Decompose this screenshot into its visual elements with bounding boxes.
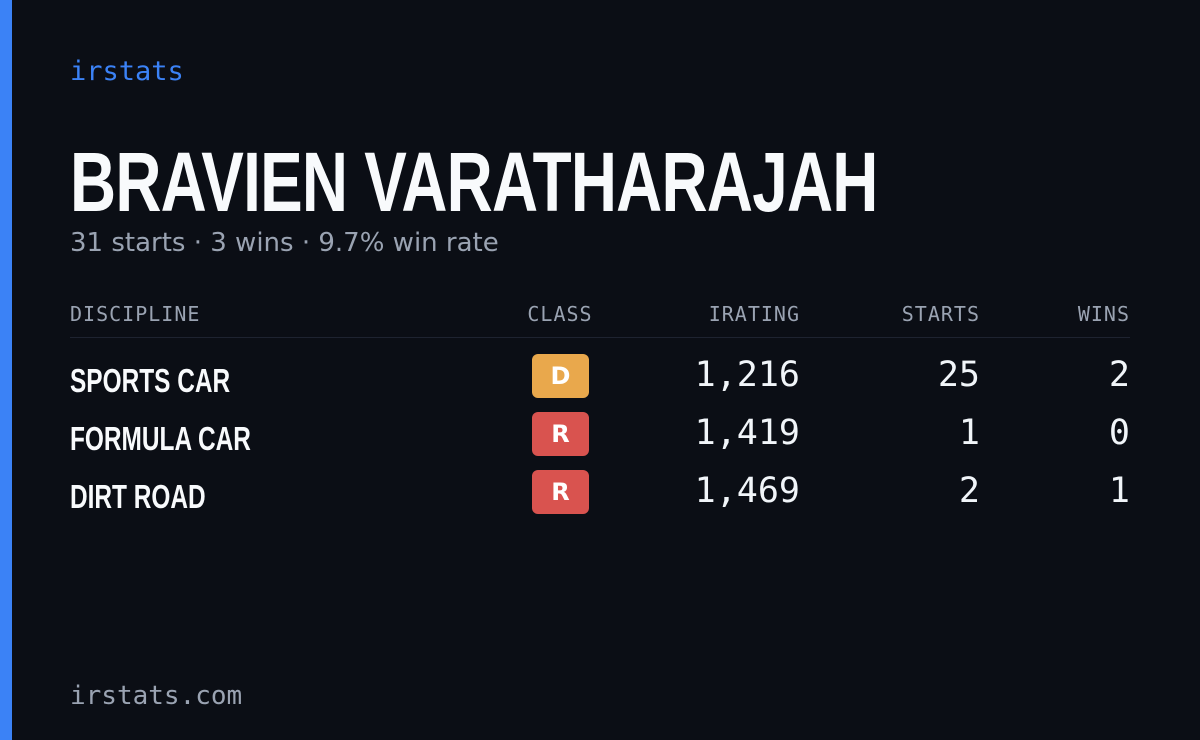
brand: irstats (70, 56, 184, 87)
column-header: DISCIPLINE (70, 302, 201, 326)
header-rule (70, 337, 1130, 338)
column-header: WINS (1077, 302, 1130, 326)
class-badge: R (532, 412, 589, 456)
starts-value: 25 (937, 355, 980, 395)
summary: 31 starts · 3 wins · 9.7% win rate (70, 228, 499, 258)
irating-value: 1,419 (694, 413, 800, 453)
wins-value: 0 (1108, 413, 1130, 453)
driver-name: BRAVIEN VARATHARAJAH (70, 135, 878, 229)
wins-value: 1 (1108, 471, 1130, 511)
column-header: IRATING (708, 302, 800, 326)
accent-bar (0, 0, 12, 740)
class-badge: D (532, 354, 589, 398)
starts-value: 2 (958, 471, 980, 511)
column-header: STARTS (901, 302, 980, 326)
footer-site: irstats.com (70, 681, 243, 711)
irating-value: 1,216 (694, 355, 800, 395)
wins-value: 2 (1108, 355, 1130, 395)
discipline: SPORTS CAR (70, 362, 231, 399)
starts-value: 1 (958, 413, 980, 453)
class-badge: R (532, 470, 589, 514)
discipline: DIRT ROAD (70, 478, 206, 515)
column-header: CLASS (527, 302, 593, 326)
irating-value: 1,469 (694, 471, 800, 511)
discipline: FORMULA CAR (70, 420, 251, 457)
